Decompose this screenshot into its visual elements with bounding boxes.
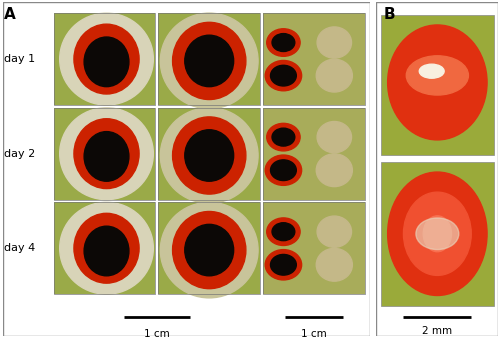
Bar	[263, 13, 365, 105]
Ellipse shape	[270, 65, 296, 86]
Bar	[54, 13, 156, 105]
Ellipse shape	[172, 117, 246, 194]
Ellipse shape	[185, 35, 234, 87]
Ellipse shape	[404, 192, 471, 275]
Ellipse shape	[416, 218, 459, 250]
Bar	[54, 202, 156, 294]
Ellipse shape	[272, 223, 295, 241]
Bar	[54, 13, 156, 105]
Ellipse shape	[316, 59, 352, 92]
Ellipse shape	[317, 121, 352, 153]
Ellipse shape	[406, 56, 469, 95]
Bar	[158, 13, 260, 105]
Ellipse shape	[420, 64, 444, 78]
Ellipse shape	[272, 34, 295, 51]
Ellipse shape	[266, 123, 300, 151]
Ellipse shape	[160, 202, 258, 298]
Ellipse shape	[317, 216, 352, 247]
Ellipse shape	[272, 128, 295, 146]
Ellipse shape	[266, 218, 300, 246]
Bar	[263, 13, 365, 105]
Ellipse shape	[84, 226, 129, 276]
Ellipse shape	[317, 27, 352, 58]
Text: 2 mm: 2 mm	[422, 326, 452, 336]
Text: A: A	[4, 7, 16, 22]
Ellipse shape	[316, 154, 352, 187]
Bar	[54, 202, 156, 294]
Ellipse shape	[172, 22, 246, 100]
Text: day 4: day 4	[4, 243, 36, 253]
Bar	[381, 15, 494, 155]
Text: 1 cm: 1 cm	[144, 329, 170, 339]
Text: day 2: day 2	[4, 149, 36, 159]
Ellipse shape	[270, 255, 296, 275]
Ellipse shape	[160, 13, 258, 109]
Ellipse shape	[74, 213, 139, 283]
Bar	[263, 202, 365, 294]
Ellipse shape	[74, 119, 139, 188]
Ellipse shape	[60, 108, 154, 200]
Ellipse shape	[60, 13, 154, 105]
Ellipse shape	[74, 24, 139, 94]
Bar	[158, 202, 260, 294]
Text: day 1: day 1	[4, 54, 36, 64]
Bar	[381, 162, 494, 306]
Bar	[54, 108, 156, 200]
Ellipse shape	[265, 250, 302, 280]
Ellipse shape	[60, 202, 154, 294]
Ellipse shape	[84, 37, 129, 87]
Bar	[54, 108, 156, 200]
Ellipse shape	[172, 211, 246, 289]
Ellipse shape	[265, 155, 302, 185]
Bar	[263, 202, 365, 294]
Ellipse shape	[84, 132, 129, 181]
Bar	[158, 13, 260, 105]
Ellipse shape	[388, 172, 487, 296]
Bar	[263, 108, 365, 200]
Text: 1 cm: 1 cm	[301, 329, 327, 339]
Bar	[263, 108, 365, 200]
Bar	[158, 108, 260, 200]
Ellipse shape	[316, 248, 352, 281]
Ellipse shape	[185, 224, 234, 276]
Ellipse shape	[388, 25, 487, 140]
Text: B: B	[384, 7, 395, 22]
Ellipse shape	[265, 60, 302, 91]
Ellipse shape	[160, 108, 258, 203]
Ellipse shape	[423, 216, 452, 252]
Ellipse shape	[270, 160, 296, 181]
Bar	[158, 202, 260, 294]
Ellipse shape	[266, 29, 300, 56]
Bar	[158, 108, 260, 200]
Ellipse shape	[185, 130, 234, 181]
